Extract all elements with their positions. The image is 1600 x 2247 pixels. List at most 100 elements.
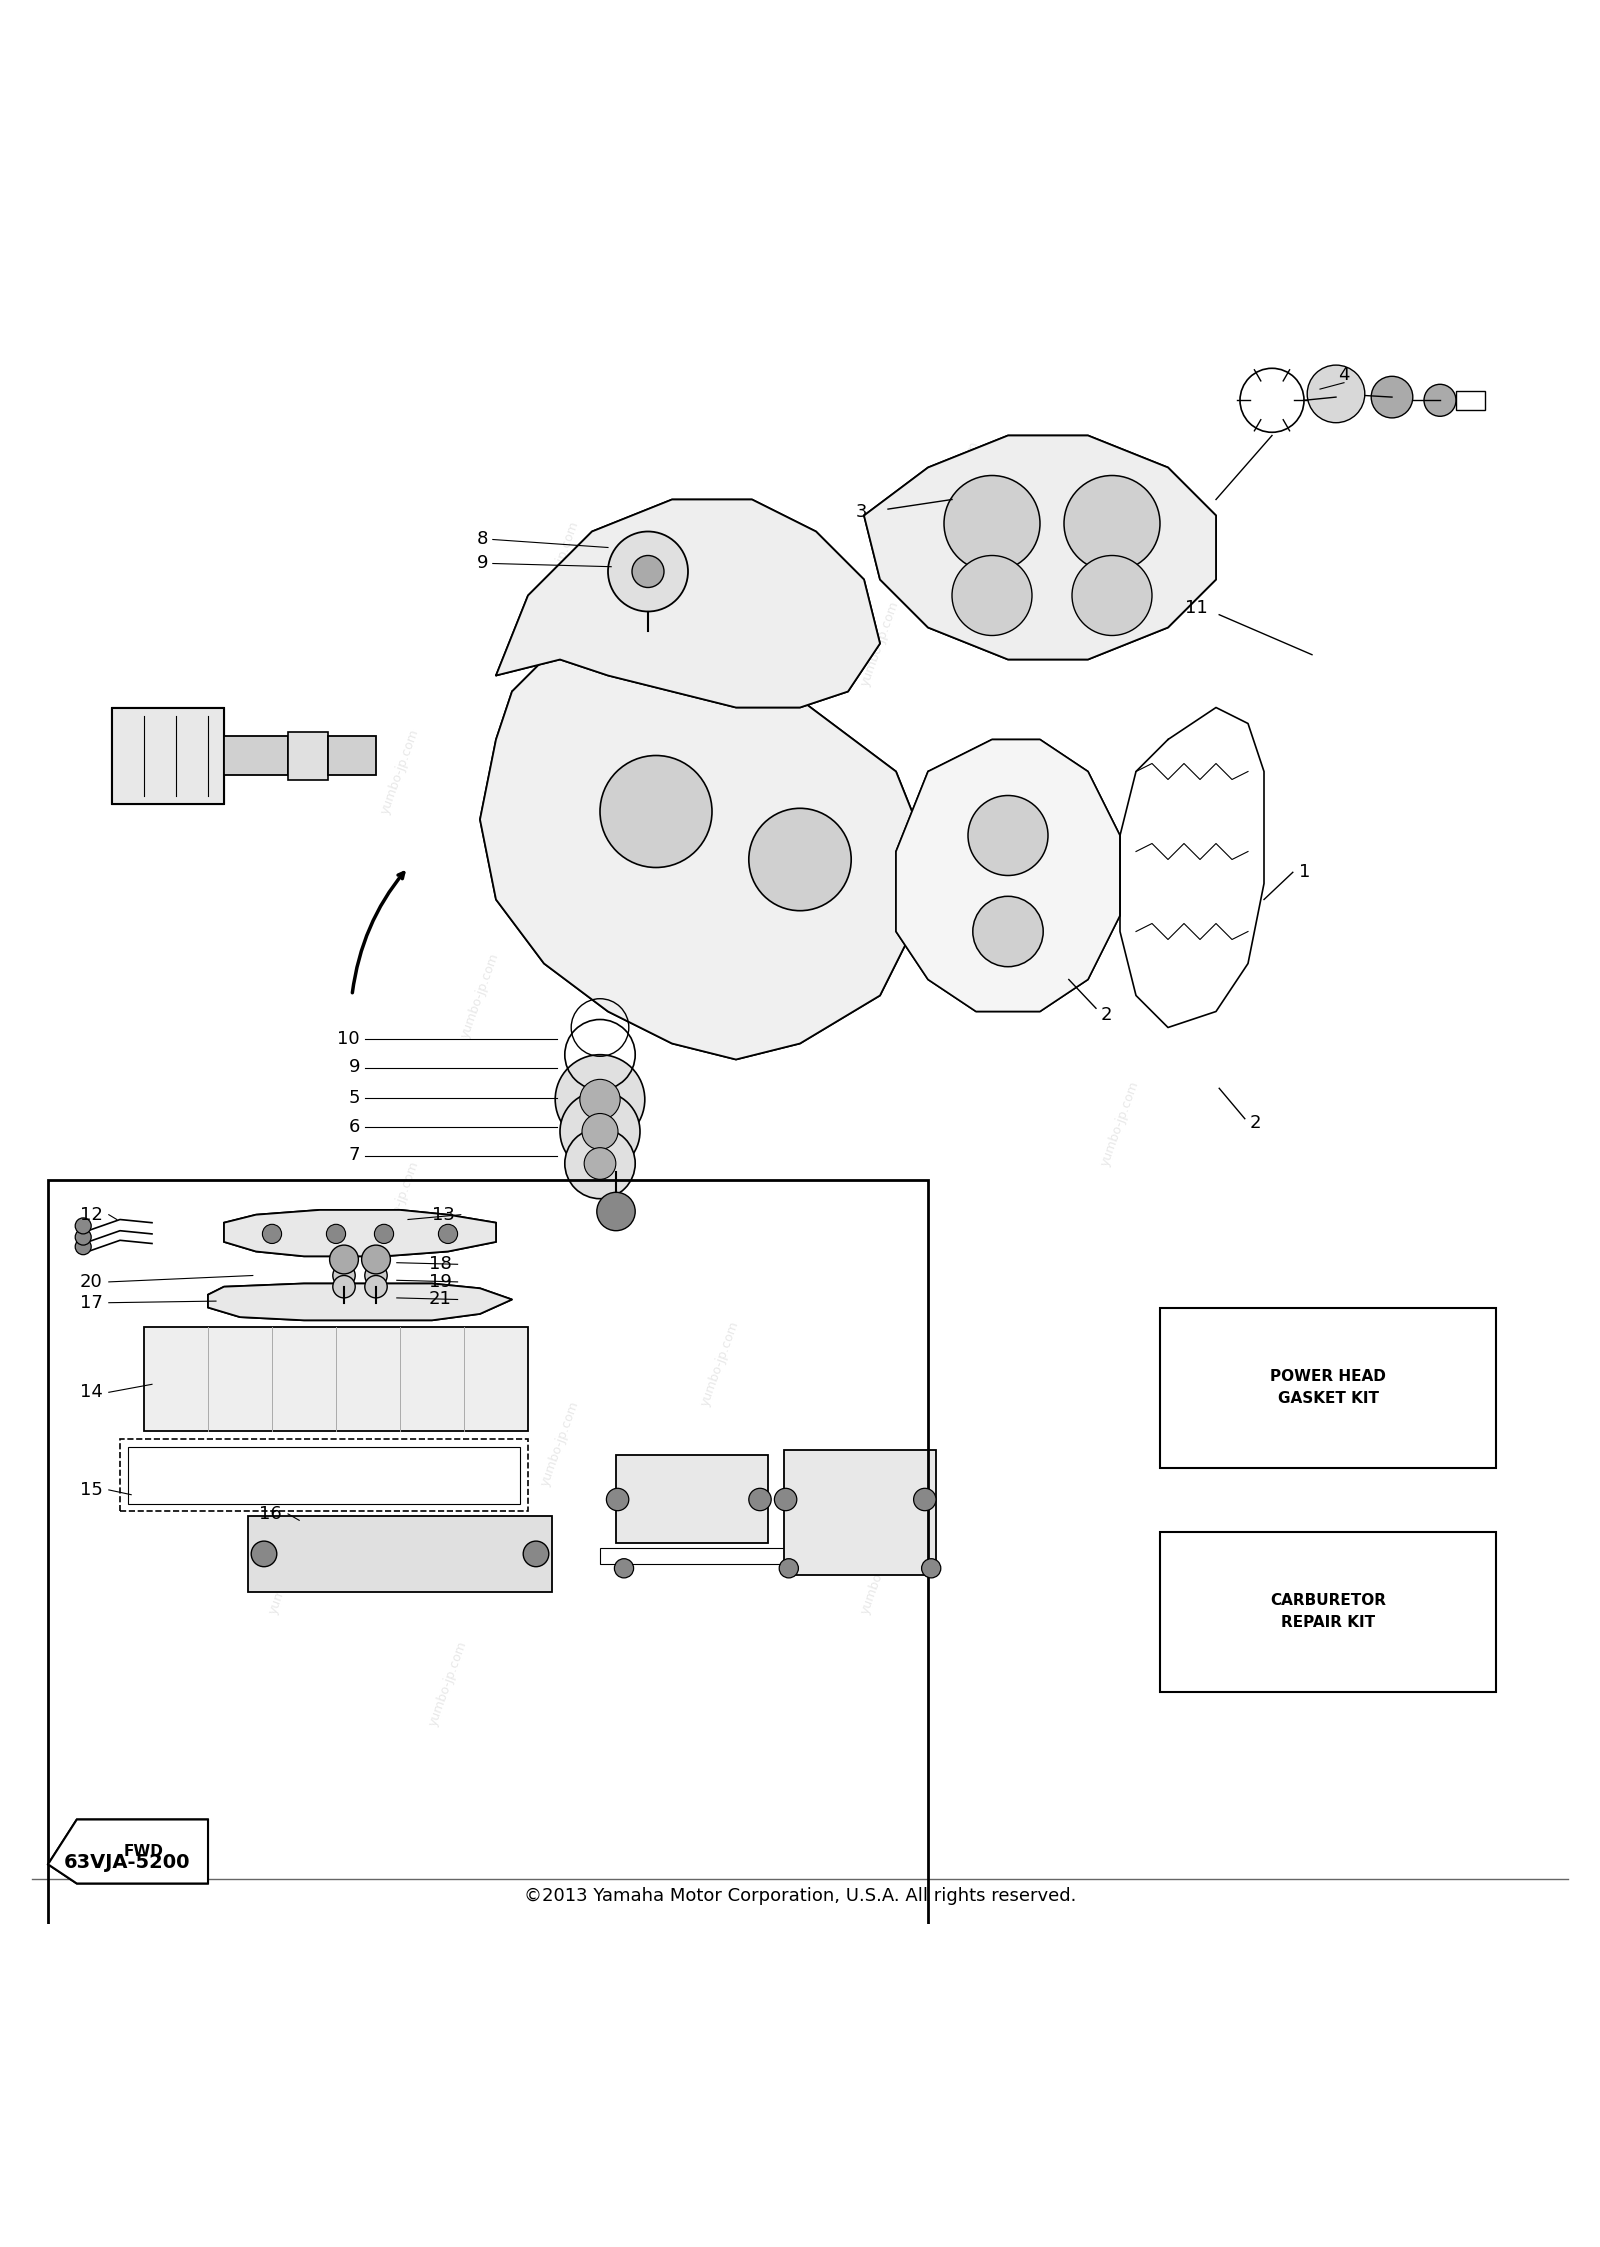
- Text: yumbo-jp.com: yumbo-jp.com: [859, 1528, 901, 1616]
- Bar: [144, 1326, 528, 1431]
- Circle shape: [362, 1245, 390, 1274]
- Bar: [248, 1514, 552, 1593]
- Circle shape: [582, 1115, 618, 1150]
- Text: 21: 21: [429, 1290, 451, 1308]
- Circle shape: [749, 1488, 771, 1510]
- Text: 2: 2: [1101, 1007, 1112, 1025]
- Circle shape: [333, 1265, 355, 1288]
- Circle shape: [251, 1541, 277, 1566]
- Text: 8: 8: [477, 530, 488, 548]
- Circle shape: [597, 1193, 635, 1231]
- Text: 1: 1: [1299, 863, 1310, 881]
- Text: yumbo-jp.com: yumbo-jp.com: [539, 519, 581, 609]
- Bar: [328, 737, 376, 775]
- Polygon shape: [112, 708, 224, 804]
- Bar: [1456, 391, 1485, 409]
- Text: 18: 18: [429, 1256, 451, 1274]
- Circle shape: [333, 1276, 355, 1299]
- Circle shape: [365, 1276, 387, 1299]
- Circle shape: [523, 1541, 549, 1566]
- Circle shape: [75, 1229, 91, 1245]
- Text: 9: 9: [349, 1058, 360, 1076]
- Text: 5: 5: [349, 1090, 360, 1108]
- Circle shape: [922, 1559, 941, 1577]
- Text: 63VJA-5200: 63VJA-5200: [64, 1854, 190, 1872]
- Text: yumbo-jp.com: yumbo-jp.com: [379, 728, 421, 816]
- FancyBboxPatch shape: [1160, 1308, 1496, 1467]
- Circle shape: [779, 1559, 798, 1577]
- Circle shape: [632, 555, 664, 586]
- Bar: [600, 1548, 824, 1564]
- Text: 15: 15: [80, 1481, 102, 1499]
- Text: yumbo-jp.com: yumbo-jp.com: [427, 1638, 469, 1728]
- Bar: [784, 1449, 936, 1575]
- Circle shape: [262, 1225, 282, 1243]
- Text: yumbo-jp.com: yumbo-jp.com: [539, 1400, 581, 1488]
- Text: yumbo-jp.com: yumbo-jp.com: [379, 1159, 421, 1247]
- Circle shape: [1064, 476, 1160, 571]
- Polygon shape: [208, 1283, 512, 1321]
- Bar: [616, 1454, 768, 1544]
- Circle shape: [1072, 555, 1152, 636]
- Text: 2: 2: [1250, 1115, 1261, 1132]
- Circle shape: [914, 1488, 936, 1510]
- Text: 6: 6: [349, 1117, 360, 1135]
- Bar: [48, 1180, 928, 1932]
- Circle shape: [365, 1265, 387, 1288]
- Circle shape: [333, 1254, 355, 1276]
- Bar: [224, 737, 288, 775]
- Polygon shape: [224, 1209, 496, 1256]
- Text: 17: 17: [80, 1294, 102, 1312]
- Circle shape: [1424, 384, 1456, 416]
- Circle shape: [75, 1238, 91, 1254]
- Circle shape: [1371, 375, 1413, 418]
- Circle shape: [584, 1148, 616, 1180]
- Text: yumbo-jp.com: yumbo-jp.com: [459, 950, 501, 1040]
- Circle shape: [1307, 364, 1365, 422]
- Text: yumbo-jp.com: yumbo-jp.com: [939, 438, 981, 528]
- Text: 10: 10: [338, 1029, 360, 1047]
- Circle shape: [365, 1254, 387, 1276]
- Text: yumbo-jp.com: yumbo-jp.com: [1099, 1079, 1141, 1168]
- Circle shape: [968, 795, 1048, 876]
- Text: 9: 9: [477, 555, 488, 573]
- Circle shape: [438, 1225, 458, 1243]
- Circle shape: [944, 476, 1040, 571]
- Text: POWER HEAD
GASKET KIT: POWER HEAD GASKET KIT: [1270, 1368, 1386, 1407]
- Text: FWD: FWD: [125, 1845, 163, 1858]
- Polygon shape: [496, 499, 880, 708]
- Bar: [288, 733, 328, 780]
- Circle shape: [555, 1054, 645, 1144]
- Text: 19: 19: [429, 1272, 451, 1290]
- Circle shape: [565, 1128, 635, 1198]
- Bar: [128, 1447, 520, 1503]
- Circle shape: [973, 897, 1043, 966]
- Polygon shape: [480, 611, 928, 1061]
- Text: CARBURETOR
REPAIR KIT: CARBURETOR REPAIR KIT: [1270, 1593, 1386, 1629]
- Text: 20: 20: [80, 1272, 102, 1290]
- Polygon shape: [896, 739, 1120, 1011]
- Circle shape: [579, 1079, 621, 1119]
- Circle shape: [75, 1218, 91, 1234]
- Circle shape: [608, 533, 688, 611]
- Circle shape: [749, 809, 851, 910]
- Circle shape: [374, 1225, 394, 1243]
- Polygon shape: [48, 1820, 208, 1883]
- Text: 7: 7: [349, 1146, 360, 1164]
- Circle shape: [952, 555, 1032, 636]
- Text: ©2013 Yamaha Motor Corporation, U.S.A. All rights reserved.: ©2013 Yamaha Motor Corporation, U.S.A. A…: [523, 1887, 1077, 1905]
- Text: yumbo-jp.com: yumbo-jp.com: [267, 1528, 309, 1616]
- FancyBboxPatch shape: [1160, 1532, 1496, 1692]
- Circle shape: [330, 1245, 358, 1274]
- Circle shape: [326, 1225, 346, 1243]
- Text: 3: 3: [856, 503, 867, 521]
- Text: 12: 12: [80, 1207, 102, 1225]
- Text: yumbo-jp.com: yumbo-jp.com: [859, 600, 901, 688]
- Circle shape: [774, 1488, 797, 1510]
- Text: 13: 13: [432, 1207, 454, 1225]
- Bar: [120, 1438, 528, 1510]
- Text: 4: 4: [1338, 366, 1350, 384]
- Polygon shape: [864, 436, 1216, 661]
- Circle shape: [606, 1488, 629, 1510]
- Circle shape: [600, 755, 712, 867]
